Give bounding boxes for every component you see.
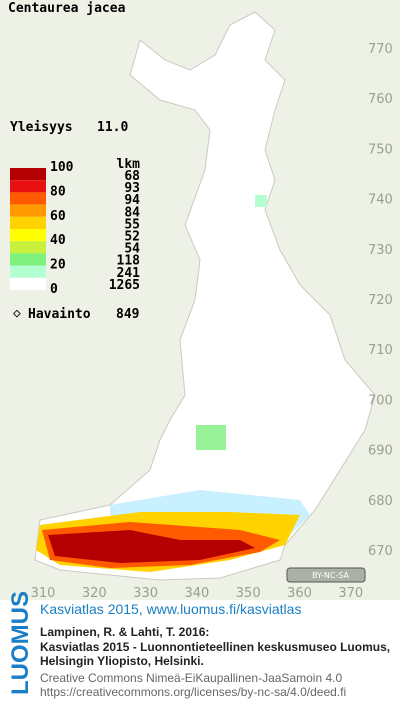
legend-count: 52 xyxy=(124,230,140,245)
east-tick-label: 370 xyxy=(338,586,363,601)
legend-count: 93 xyxy=(124,181,140,196)
legend-swatch xyxy=(10,241,46,254)
license-url[interactable]: https://creativecommons.org/licenses/by-… xyxy=(40,685,346,699)
north-tick-label: 740 xyxy=(368,193,393,208)
north-tick-label: 760 xyxy=(368,92,393,107)
north-tick-label: 680 xyxy=(368,494,393,509)
frequency-label: Yleisyys xyxy=(10,120,73,135)
legend-scale-label: 80 xyxy=(50,184,66,199)
legend-scale-label: 40 xyxy=(50,233,66,248)
occurrence-area xyxy=(255,195,267,207)
observation-count: 849 xyxy=(116,307,139,322)
legend-swatch xyxy=(10,229,46,242)
legend-count: 84 xyxy=(124,205,140,220)
legend-swatch xyxy=(10,253,46,266)
north-tick-label: 670 xyxy=(368,544,393,559)
east-tick-label: 360 xyxy=(287,586,312,601)
east-tick-label: 310 xyxy=(31,586,56,601)
north-tick-label: 710 xyxy=(368,343,393,358)
legend-swatch xyxy=(10,265,46,278)
legend-swatch xyxy=(10,204,46,217)
license-text: Creative Commons Nimeä-EiKaupallinen-Jaa… xyxy=(40,671,342,685)
observation-symbol: ◇ xyxy=(13,306,21,321)
license-badge xyxy=(286,567,366,583)
frequency-value: 11.0 xyxy=(97,120,128,135)
occurrence-area xyxy=(48,530,255,563)
north-tick-label: 700 xyxy=(368,393,393,408)
legend-swatch xyxy=(10,168,46,181)
legend-count: 241 xyxy=(117,266,141,281)
north-tick-label: 730 xyxy=(368,243,393,258)
legend-count: 1265 xyxy=(109,278,140,293)
north-tick-label: 720 xyxy=(368,293,393,308)
legend-scale-label: 20 xyxy=(50,258,66,273)
east-tick-label: 340 xyxy=(184,586,209,601)
north-tick-label: 750 xyxy=(368,142,393,157)
legend-scale-label: 60 xyxy=(50,209,66,224)
occurrence-area xyxy=(196,425,226,450)
north-tick-label: 690 xyxy=(368,444,393,459)
license-badge-text: BY-NC-SA xyxy=(312,571,350,580)
east-tick-label: 350 xyxy=(236,586,261,601)
citation: Kasviatlas 2015 - Luonnontieteellinen ke… xyxy=(40,640,390,654)
east-tick-label: 330 xyxy=(133,586,158,601)
legend-swatch xyxy=(10,180,46,193)
observation-label: Havainto xyxy=(28,307,91,322)
north-tick-label: 770 xyxy=(368,42,393,57)
footer-link[interactable]: Kasviatlas 2015, www.luomus.fi/kasviatla… xyxy=(40,601,301,617)
count-header: lkm xyxy=(117,157,141,172)
legend-swatch xyxy=(10,216,46,229)
legend-scale-label: 0 xyxy=(50,282,58,297)
legend-swatch xyxy=(10,192,46,205)
legend-count: 94 xyxy=(124,193,140,208)
citation: Lampinen, R. & Lahti, T. 2016: xyxy=(40,625,209,639)
legend-scale-label: 100 xyxy=(50,160,74,175)
east-tick-label: 320 xyxy=(82,586,107,601)
brand: LUOMUS xyxy=(7,591,34,695)
legend-count: 118 xyxy=(117,254,141,269)
legend-swatch xyxy=(10,277,46,290)
legend-count: 54 xyxy=(124,242,140,257)
legend-count: 55 xyxy=(124,217,140,232)
species-title: Centaurea jacea xyxy=(8,1,126,16)
citation: Helsingin Yliopisto, Helsinki. xyxy=(40,654,204,668)
land xyxy=(34,11,376,581)
legend-count: 68 xyxy=(124,169,140,184)
